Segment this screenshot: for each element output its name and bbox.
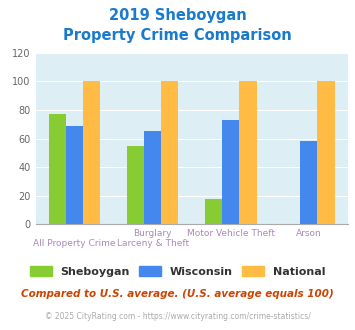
Bar [222, 120, 239, 224]
Bar [317, 82, 335, 224]
Text: 2019 Sheboygan: 2019 Sheboygan [109, 8, 246, 23]
Text: Larceny & Theft: Larceny & Theft [116, 239, 189, 248]
Bar [205, 199, 222, 224]
Bar [161, 82, 179, 224]
Text: All Property Crime: All Property Crime [33, 239, 116, 248]
Text: Arson: Arson [296, 229, 322, 238]
Bar [127, 146, 144, 224]
Bar [144, 131, 161, 224]
Bar [49, 114, 66, 224]
Text: © 2025 CityRating.com - https://www.cityrating.com/crime-statistics/: © 2025 CityRating.com - https://www.city… [45, 312, 310, 321]
Text: Motor Vehicle Theft: Motor Vehicle Theft [187, 229, 275, 238]
Bar [239, 82, 257, 224]
Bar [83, 82, 100, 224]
Bar [66, 126, 83, 224]
Bar [300, 142, 317, 224]
Legend: Sheboygan, Wisconsin, National: Sheboygan, Wisconsin, National [25, 261, 330, 281]
Text: Property Crime Comparison: Property Crime Comparison [63, 28, 292, 43]
Text: Compared to U.S. average. (U.S. average equals 100): Compared to U.S. average. (U.S. average … [21, 289, 334, 299]
Text: Burglary: Burglary [133, 229, 172, 238]
